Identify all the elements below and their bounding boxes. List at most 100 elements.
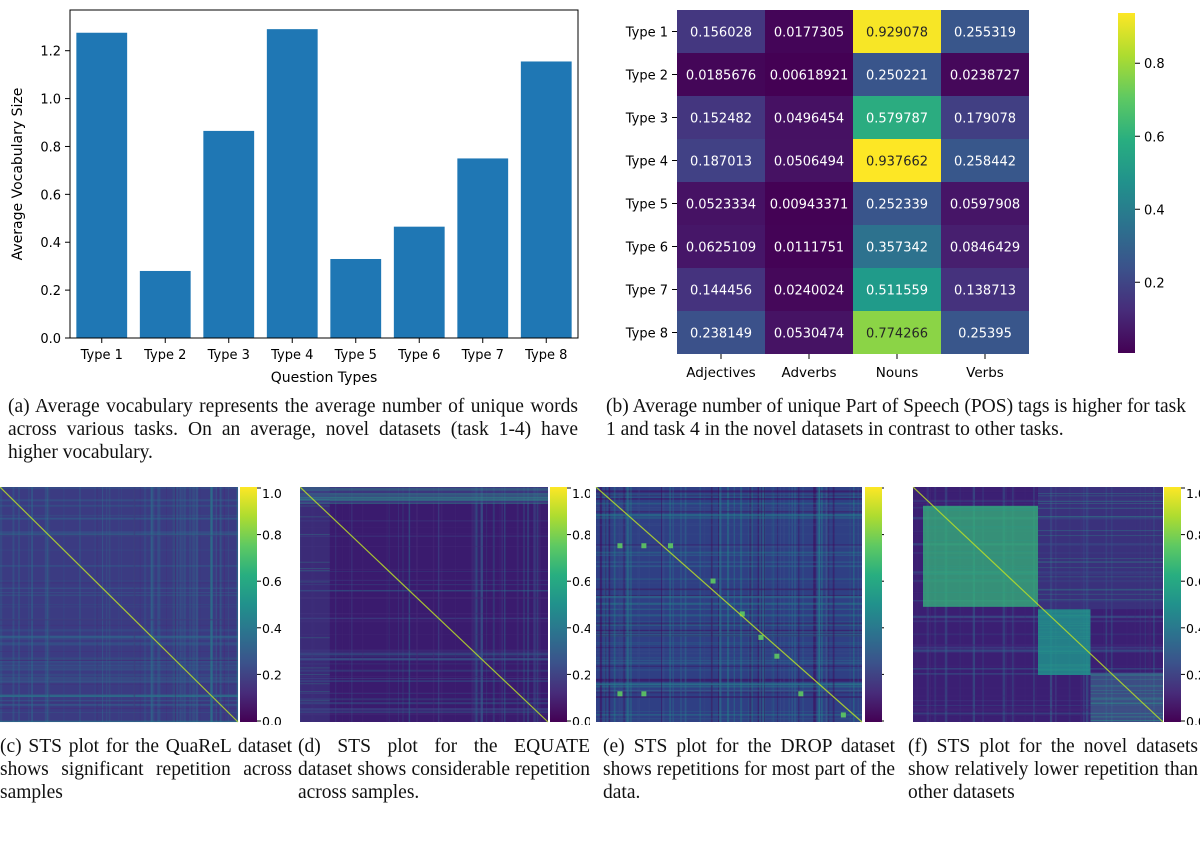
heatmap-cell-value: 0.774266 — [866, 327, 928, 342]
caption-a: (a) Average vocabulary represents the av… — [8, 396, 578, 463]
sts-colorbar-tick-label: 0.0 — [1186, 714, 1200, 725]
bar-x-tick-label: Type 5 — [334, 348, 377, 363]
heatmap-cell-value: 0.511559 — [866, 284, 928, 299]
heatmap-cell-value: 0.937662 — [866, 155, 928, 170]
caption-e: (e) STS plot for the DROP dataset shows … — [603, 736, 895, 803]
heatmap-cell — [853, 225, 941, 268]
sts-colorbar-tick-label: 0.4 — [262, 621, 282, 636]
sts-colorbar — [550, 487, 567, 722]
bar — [330, 258, 382, 338]
heatmap-cell-value: 0.0625109 — [686, 241, 756, 256]
sts-diagonal — [912, 487, 1164, 723]
heatmap-cell-value: 0.0185676 — [686, 69, 756, 84]
bar-y-tick-label: 1.2 — [40, 45, 61, 60]
heatmap-cell — [941, 225, 1029, 268]
sts-colorbar-tick-label: 0.0 — [262, 714, 282, 725]
heatmap-cell — [677, 182, 765, 225]
bar-y-tick-label: 0.4 — [40, 236, 61, 251]
heatmap-cell — [941, 139, 1029, 182]
heatmap-cell-value: 0.238149 — [690, 327, 752, 342]
heatmap-cell-value: 0.0240024 — [774, 284, 844, 299]
bar-y-axis-label: Average Vocabulary Size — [10, 88, 26, 261]
bar-y-tick-label: 0.8 — [40, 140, 61, 155]
heatmap-cell — [853, 139, 941, 182]
sts-plot-equate: 1.0 0.8 0.6 0.4 0.2 0.0 — [300, 487, 590, 725]
sts-colorbar-tick-label: 1.0 — [262, 487, 282, 501]
bar-y-tick-label: 1.0 — [40, 93, 61, 108]
sts-colorbar-tick-label: 0.8 — [1186, 528, 1200, 543]
sts-diagonal — [595, 487, 863, 723]
sts-colorbar-tick-label: 0.6 — [262, 574, 282, 589]
bar-x-tick-label: Type 7 — [461, 348, 504, 363]
sts-colorbar-tick-label: 0.4 — [1186, 621, 1200, 636]
heatmap-cell-value: 0.258442 — [954, 155, 1016, 170]
sts-diagonal — [0, 487, 239, 723]
bar — [203, 130, 255, 338]
heatmap-cell-value: 0.252339 — [866, 198, 928, 213]
heatmap-cell — [941, 268, 1029, 311]
bar — [457, 158, 509, 338]
sts-colorbar — [865, 487, 882, 722]
heatmap-cell — [677, 96, 765, 139]
heatmap-cell-value: 0.357342 — [866, 241, 928, 256]
heatmap-cell — [853, 10, 941, 53]
heatmap-row-label: Type 5 — [625, 198, 668, 213]
heatmap-row-label: Type 2 — [625, 69, 668, 84]
heatmap-cell-value: 0.156028 — [690, 26, 752, 41]
caption-f: (f) STS plot for the novel datasets show… — [908, 736, 1198, 803]
colorbar-tick-label: 0.8 — [1144, 57, 1165, 72]
sts-plot-novel: 1.0 0.8 0.6 0.4 0.2 0.0 — [912, 487, 1200, 725]
heatmap-cell — [677, 225, 765, 268]
sts-matrix — [300, 487, 549, 723]
heatmap-cell-value: 0.0496454 — [774, 112, 844, 127]
heatmap-cell-value: 0.929078 — [866, 26, 928, 41]
heatmap-cell-value: 0.00943371 — [770, 198, 849, 213]
heatmap-cell — [853, 311, 941, 354]
heatmap-cell-value: 0.144456 — [690, 284, 752, 299]
heatmap-row-label: Type 7 — [625, 284, 668, 299]
bar-x-axis-label: Question Types — [271, 370, 378, 386]
sts-colorbar-tick-label: 1.0 — [572, 487, 590, 501]
sts-colorbar-tick-label: 0.8 — [572, 528, 590, 543]
sts-colorbar-tick-label: 0.2 — [262, 667, 282, 682]
heatmap-cell-value: 0.0111751 — [774, 241, 844, 256]
heatmap-cell — [765, 268, 853, 311]
vocabulary-bar-chart: 0.0 0.2 0.4 0.6 0.8 1.0 1.2 Type 1 Type 2 Type 3… — [10, 9, 579, 386]
heatmap-cell — [765, 139, 853, 182]
sts-colorbar-tick-label: 0.2 — [1186, 667, 1200, 682]
heatmap-cell-value: 0.250221 — [866, 69, 928, 84]
heatmap-cell-value: 0.0523334 — [686, 198, 756, 213]
sts-diagonal — [300, 487, 549, 723]
heatmap-cell-value: 0.00618921 — [770, 69, 849, 84]
heatmap-cell-value: 0.0238727 — [950, 69, 1020, 84]
heatmap-column-label: Nouns — [876, 365, 919, 381]
heatmap-column-label: Adjectives — [686, 365, 755, 381]
heatmap-cell — [941, 10, 1029, 53]
heatmap-cell — [853, 96, 941, 139]
sts-plot-quarel: 1.0 0.8 0.6 0.4 0.2 0.0 — [0, 487, 282, 725]
sts-plot-drop: 1.00.80.60.40.20.0 — [595, 487, 884, 723]
colorbar-tick-label: 0.4 — [1144, 203, 1165, 218]
heatmap-cell-value: 0.255319 — [954, 26, 1016, 41]
heatmap-cell-value: 0.179078 — [954, 112, 1016, 127]
heatmap-cell — [677, 139, 765, 182]
sts-colorbar-tick-label: 0.6 — [1186, 574, 1200, 589]
sts-colorbar-tick-label: 0.6 — [572, 574, 590, 589]
heatmap-cell — [941, 53, 1029, 96]
heatmap-cell-value: 0.0506494 — [774, 155, 844, 170]
heatmap-row-label: Type 1 — [625, 26, 668, 41]
caption-c: (c) STS plot for the QuaReL dataset show… — [0, 736, 292, 803]
bar-x-tick-label: Type 1 — [80, 348, 123, 363]
heatmap-column-label: Verbs — [966, 365, 1004, 381]
heatmap-cell — [765, 311, 853, 354]
sts-matrix — [595, 487, 863, 723]
bar — [76, 32, 128, 338]
bar — [139, 270, 191, 338]
heatmap-column-label: Adverbs — [781, 365, 836, 381]
bar — [266, 29, 318, 338]
heatmap-row-label: Type 8 — [625, 327, 668, 342]
sts-matrix — [912, 487, 1164, 723]
heatmap-cell — [677, 311, 765, 354]
heatmap-cell-value: 0.25395 — [958, 327, 1012, 342]
heatmap-cell — [853, 268, 941, 311]
